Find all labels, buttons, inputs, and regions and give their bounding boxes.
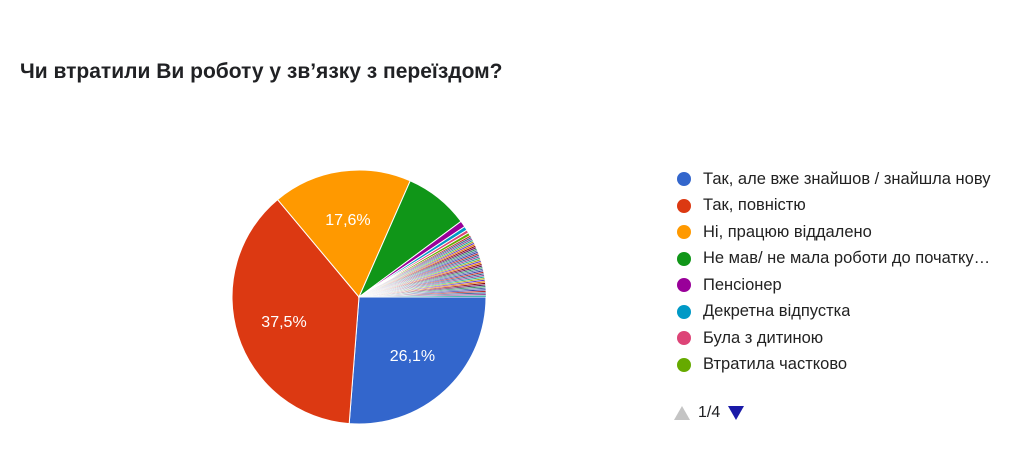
legend-item[interactable]: Декретна відпустка	[668, 299, 1018, 326]
legend: Так, але вже знайшов / знайшла нову Так, …	[668, 166, 1018, 378]
legend-label: Пенсіонер	[703, 275, 782, 294]
legend-dot-icon	[677, 198, 691, 213]
legend-item[interactable]: Так, але вже знайшов / знайшла нову	[668, 166, 1018, 193]
slice-data-label: 37,5%	[261, 314, 306, 331]
legend-label: Декретна відпустка	[703, 302, 851, 321]
pie-slice-2[interactable]	[276, 169, 411, 298]
legend-item[interactable]: Не мав/ не мала роботи до початку…	[668, 246, 1018, 273]
legend-label: Так, повністю	[703, 196, 806, 215]
legend-item[interactable]: Була з дитиною	[668, 325, 1018, 352]
page-indicator: 1/4	[698, 404, 721, 421]
legend-pager: 1/4	[674, 404, 745, 422]
legend-dot-icon	[677, 278, 691, 293]
legend-label: Так, але вже знайшов / знайшла нову	[703, 169, 991, 188]
legend-label: Ні, працюю віддалено	[703, 222, 872, 241]
chart-title: Чи втратили Ви роботу у зв’язку з переїз…	[20, 60, 503, 83]
legend-label: Була з дитиною	[703, 328, 824, 347]
legend-dot-icon	[677, 225, 691, 240]
slice-data-label: 17,6%	[325, 212, 370, 229]
pie-slice-minor[interactable]	[358, 295, 487, 298]
legend-item[interactable]: Так, повністю	[668, 193, 1018, 220]
page-down-icon[interactable]	[728, 406, 745, 420]
legend-label: Не мав/ не мала роботи до початку…	[703, 249, 991, 268]
page-up-icon[interactable]	[674, 406, 690, 420]
pie-slice-1[interactable]	[231, 198, 360, 425]
legend-dot-icon	[677, 331, 691, 346]
slice-data-label: 26,1%	[390, 348, 435, 365]
legend-dot-icon	[677, 172, 691, 187]
legend-item[interactable]: Пенсіонер	[668, 272, 1018, 299]
legend-item[interactable]: Ні, працюю віддалено	[668, 219, 1018, 246]
legend-label: Втратила частково	[703, 355, 848, 374]
legend-dot-icon	[677, 357, 691, 372]
legend-dot-icon	[677, 251, 691, 266]
legend-dot-icon	[677, 304, 691, 319]
pie-slice-0[interactable]	[348, 296, 487, 425]
legend-item[interactable]: Втратила частково	[668, 352, 1018, 379]
